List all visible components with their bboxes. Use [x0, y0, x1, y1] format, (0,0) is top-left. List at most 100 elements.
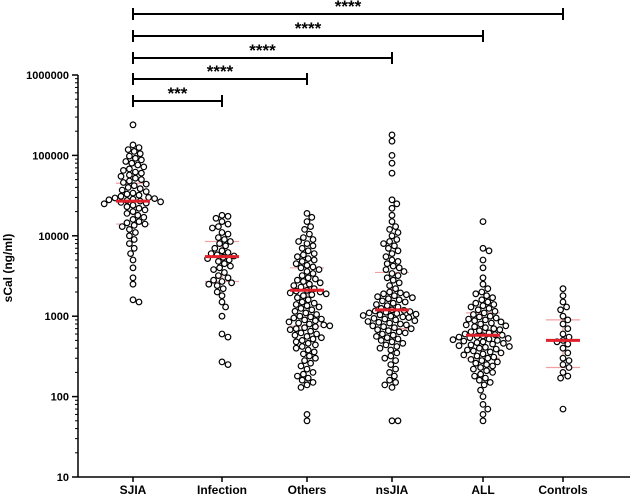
- data-point: [382, 253, 390, 261]
- data-point: [118, 223, 126, 231]
- data-point: [482, 316, 489, 324]
- data-point: [128, 159, 136, 167]
- data-point: [130, 244, 138, 252]
- data-point: [470, 311, 477, 318]
- data-point: [380, 240, 388, 248]
- data-point: [140, 163, 148, 171]
- data-point: [301, 316, 309, 324]
- data-point: [467, 356, 475, 363]
- data-point: [394, 335, 402, 343]
- data-point: [392, 365, 400, 373]
- data-point: [134, 161, 142, 169]
- data-point: [297, 264, 305, 272]
- data-point: [484, 405, 492, 413]
- data-point: [300, 251, 307, 259]
- data-point: [210, 276, 218, 284]
- data-point: [394, 247, 402, 255]
- data-point: [303, 365, 311, 373]
- data-point: [382, 341, 390, 349]
- data-point: [395, 328, 403, 336]
- data-point: [476, 376, 483, 384]
- data-point: [304, 274, 312, 282]
- data-point: [559, 285, 567, 293]
- data-point: [218, 218, 226, 226]
- data-point: [117, 192, 125, 200]
- data-point: [129, 264, 137, 272]
- data-point: [462, 321, 470, 329]
- x-tick-label: Infection: [197, 483, 247, 497]
- data-point: [208, 224, 216, 232]
- data-point: [318, 315, 325, 323]
- data-point: [377, 337, 385, 344]
- data-point: [485, 305, 493, 312]
- data-point: [312, 275, 319, 283]
- data-point: [315, 266, 323, 274]
- data-point: [397, 320, 404, 328]
- data-point: [309, 369, 317, 376]
- data-point: [129, 274, 137, 282]
- data-point: [479, 417, 487, 425]
- data-point: [497, 349, 505, 357]
- data-point: [375, 318, 383, 326]
- data-point: [125, 225, 133, 233]
- data-point: [385, 244, 392, 252]
- data-point: [295, 238, 303, 245]
- data-point: [387, 312, 395, 320]
- data-point: [127, 250, 135, 258]
- data-point: [212, 214, 220, 222]
- data-point: [303, 417, 311, 425]
- data-point: [455, 342, 463, 350]
- data-point: [483, 367, 491, 375]
- data-point: [388, 151, 396, 159]
- data-point: [391, 292, 398, 300]
- data-point: [125, 171, 133, 179]
- data-point: [129, 201, 137, 209]
- data-point: [388, 204, 396, 212]
- data-point: [285, 318, 293, 326]
- data-point: [389, 276, 397, 284]
- data-point: [297, 362, 305, 370]
- data-point: [482, 374, 489, 382]
- data-point: [476, 344, 483, 352]
- data-point: [218, 292, 226, 300]
- data-point: [388, 250, 396, 258]
- data-point: [476, 327, 483, 335]
- data-point: [559, 320, 567, 328]
- median-bars: [116, 199, 580, 342]
- data-point: [228, 279, 236, 287]
- data-point: [292, 260, 300, 268]
- data-point: [391, 372, 398, 380]
- x-tick-label: SJIA: [120, 483, 147, 497]
- data-point: [482, 343, 489, 351]
- data-point: [412, 310, 420, 318]
- data-point: [224, 249, 232, 256]
- data-point: [480, 309, 488, 317]
- data-point: [394, 272, 402, 280]
- data-point: [303, 411, 311, 418]
- data-point: [383, 334, 391, 342]
- data-point: [489, 294, 497, 302]
- data-point: [373, 301, 380, 308]
- data-point: [315, 303, 323, 311]
- data-point: [130, 182, 138, 190]
- data-point: [117, 172, 125, 180]
- data-point: [310, 348, 318, 356]
- data-point: [381, 381, 389, 389]
- data-point: [486, 312, 494, 320]
- data-point: [472, 359, 480, 367]
- data-point: [373, 333, 380, 340]
- data-point: [374, 293, 382, 301]
- data-point: [131, 168, 139, 176]
- data-point: [224, 212, 232, 220]
- data-point: [478, 296, 486, 304]
- data-point: [135, 191, 143, 199]
- data-point: [471, 372, 479, 380]
- data-point: [220, 269, 228, 276]
- data-point: [479, 256, 487, 264]
- data-point: [489, 362, 497, 370]
- data-point: [388, 159, 396, 167]
- data-point: [292, 338, 300, 346]
- data-point: [224, 274, 232, 282]
- data-point: [226, 238, 234, 245]
- data-point: [218, 298, 226, 306]
